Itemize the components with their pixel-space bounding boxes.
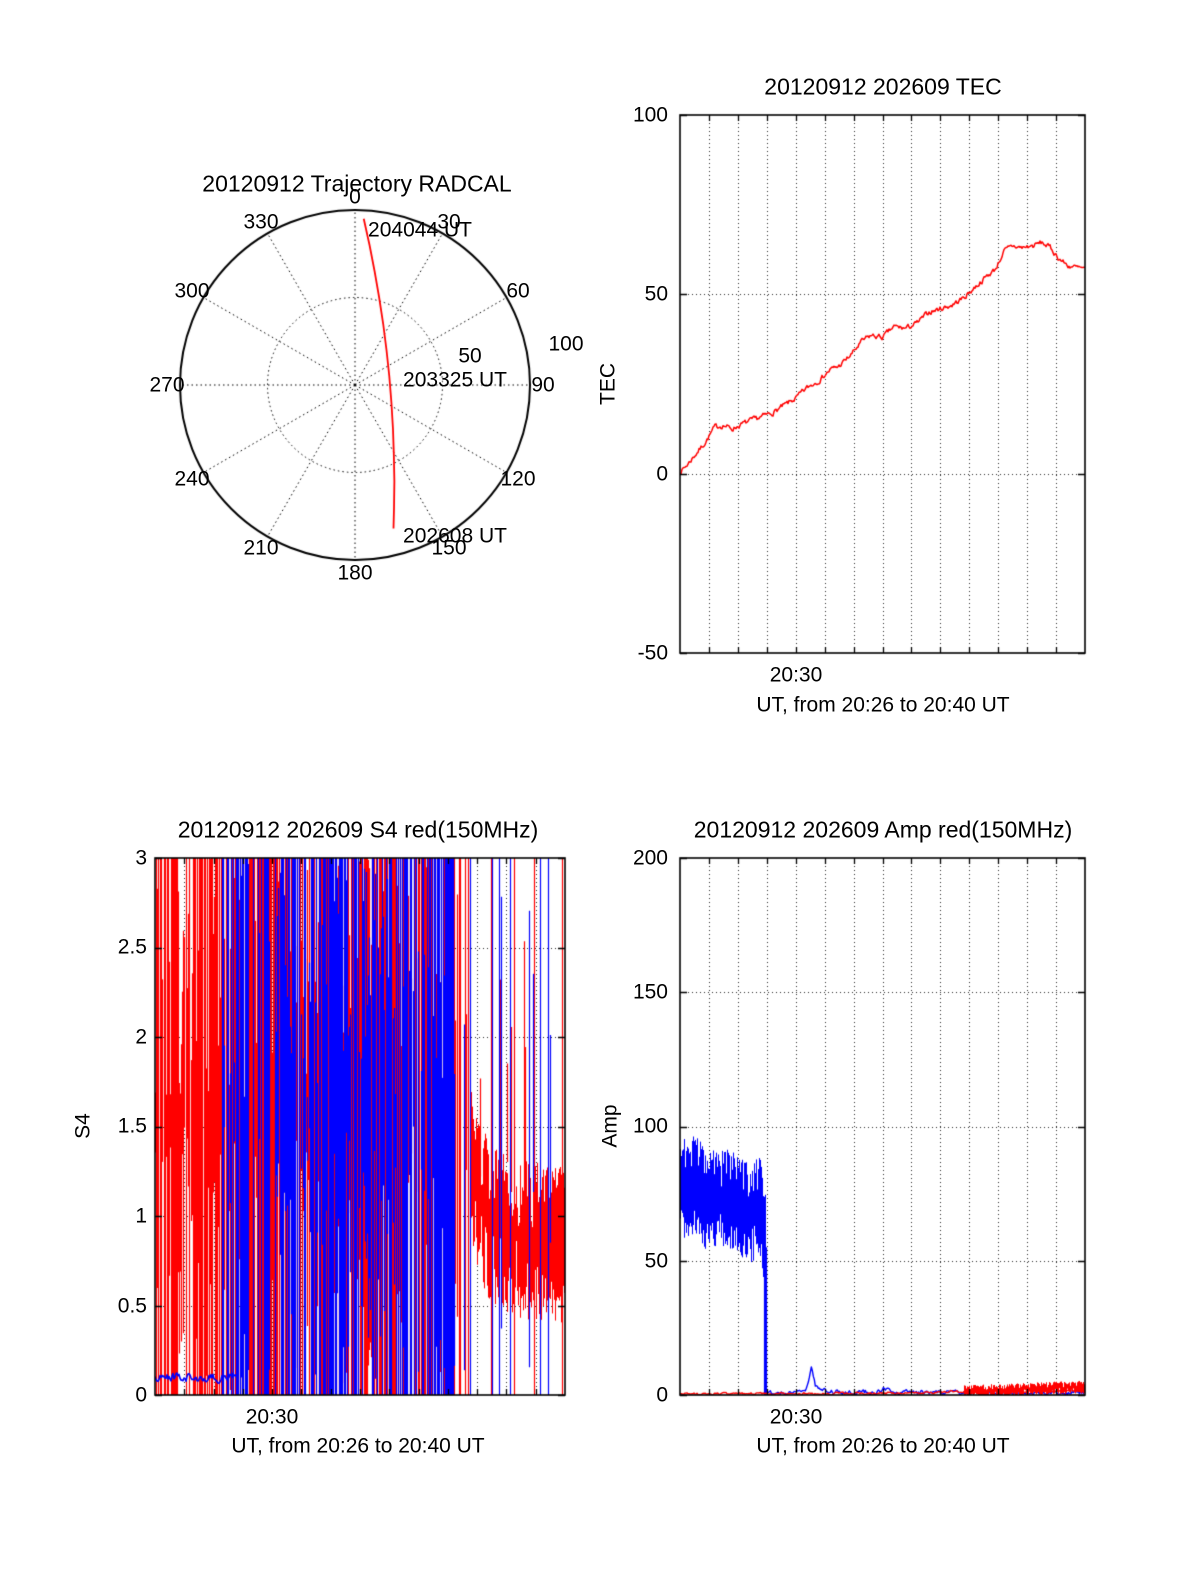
trajectory-annotation: 204044 UT — [368, 218, 472, 242]
trajectory-annotation: 202608 UT — [403, 524, 507, 548]
polar-angle-label: 270 — [149, 373, 185, 397]
tec-xtick: 20:30 — [769, 663, 823, 687]
amp-ytick: 0 — [656, 1383, 668, 1407]
polar-angle-label: 240 — [174, 467, 210, 491]
tec-ylabel: TEC — [596, 363, 620, 405]
amp-xlabel: UT, from 20:26 to 20:40 UT — [756, 1434, 1010, 1458]
amp-ylabel: Amp — [598, 1104, 622, 1148]
polar-angle-label: 210 — [243, 536, 279, 560]
s4-ytick: 0.5 — [117, 1294, 147, 1318]
amp-ytick: 200 — [632, 846, 668, 870]
tec-ytick: 50 — [644, 282, 668, 306]
polar-angle-label: 180 — [337, 561, 373, 585]
s4-ytick: 1 — [135, 1204, 147, 1228]
amp-xtick: 20:30 — [769, 1405, 823, 1429]
amp-ytick: 100 — [632, 1114, 668, 1138]
s4-ytick: 2 — [135, 1025, 147, 1049]
s4-title: 20120912 202609 S4 red(150MHz) — [177, 816, 539, 843]
tec-ytick: 0 — [656, 462, 668, 486]
s4-ylabel: S4 — [71, 1113, 95, 1139]
polar-radial-label: 50 — [458, 344, 482, 368]
tec-xlabel: UT, from 20:26 to 20:40 UT — [756, 693, 1010, 717]
s4-ytick: 3 — [135, 846, 147, 870]
s4-xtick: 20:30 — [245, 1405, 299, 1429]
polar-angle-label: 90 — [531, 373, 555, 397]
polar-angle-label: 330 — [243, 210, 279, 234]
tec-title: 20120912 202609 TEC — [764, 73, 1002, 100]
polar-radial-label: 100 — [548, 332, 584, 356]
polar-angle-label: 120 — [500, 467, 536, 491]
s4-ytick: 0 — [135, 1383, 147, 1407]
polar-angle-label: 150 — [431, 536, 467, 560]
tec-ytick: -50 — [637, 641, 668, 665]
polar-angle-label: 300 — [174, 279, 210, 303]
tec-ytick: 100 — [632, 103, 668, 127]
polar-angle-label: 0 — [349, 185, 361, 209]
polar-angle-label: 60 — [506, 279, 530, 303]
polar-angle-label: 30 — [437, 210, 461, 234]
trajectory-title: 20120912 Trajectory RADCAL — [202, 170, 512, 197]
amp-ytick: 50 — [644, 1249, 668, 1273]
s4-xlabel: UT, from 20:26 to 20:40 UT — [231, 1434, 485, 1458]
s4-ytick: 2.5 — [117, 935, 147, 959]
trajectory-annotation: 203325 UT — [403, 368, 507, 392]
amp-ytick: 150 — [632, 980, 668, 1004]
amp-title: 20120912 202609 Amp red(150MHz) — [693, 816, 1073, 843]
s4-ytick: 1.5 — [117, 1114, 147, 1138]
